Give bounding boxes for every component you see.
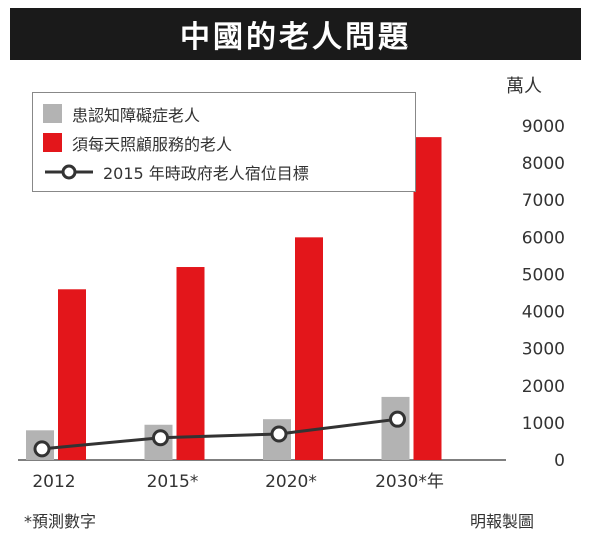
x-tick-label: 2030*年 (375, 472, 444, 492)
legend-label: 2015 年時政府老人宿位目標 (103, 163, 309, 183)
bar-care (295, 237, 323, 460)
gray-square-icon (43, 104, 62, 123)
unit-label: 萬人 (506, 76, 542, 97)
y-tick-label: 6000 (522, 228, 565, 248)
target-point (270, 425, 288, 443)
red-square-icon (43, 133, 62, 152)
y-tick-label: 3000 (522, 340, 565, 360)
target-point (152, 429, 169, 447)
y-tick-label: 8000 (522, 154, 565, 174)
chart-title: 中國的老人問題 (10, 8, 581, 60)
legend-label: 患認知障礙症老人 (72, 105, 201, 125)
target-point (33, 440, 51, 458)
legend-item-dementia: 患認知障礙症老人 (43, 99, 405, 128)
legend: 患認知障礙症老人 須每天照顧服務的老人 2015 年時政府老人宿位目標 (32, 92, 416, 192)
legend-item-target: 2015 年時政府老人宿位目標 (43, 157, 405, 186)
credit: 明報製圖 (470, 512, 535, 531)
y-tick-label: 4000 (522, 303, 565, 323)
footnote: *預測數字 (24, 512, 97, 531)
x-tick-label: 2020* (265, 472, 317, 492)
y-tick-label: 2000 (522, 377, 565, 397)
y-tick-label: 9000 (522, 117, 565, 137)
target-line (41, 417, 398, 451)
target-point (389, 410, 406, 428)
y-tick-label: 1000 (522, 414, 565, 434)
legend-label: 須每天照顧服務的老人 (72, 134, 233, 154)
bar-care (413, 137, 442, 460)
bar-dementia (381, 396, 410, 460)
legend-item-care: 須每天照顧服務的老人 (43, 128, 405, 157)
x-tick-label: 2015* (147, 472, 199, 492)
bar-care (176, 267, 205, 460)
x-tick-label: 2012 (32, 472, 75, 492)
line-marker-icon (45, 164, 93, 179)
bar-care (58, 289, 86, 460)
y-tick-label: 7000 (522, 191, 565, 211)
y-tick-label: 0 (554, 451, 565, 471)
y-tick-label: 5000 (522, 265, 565, 285)
